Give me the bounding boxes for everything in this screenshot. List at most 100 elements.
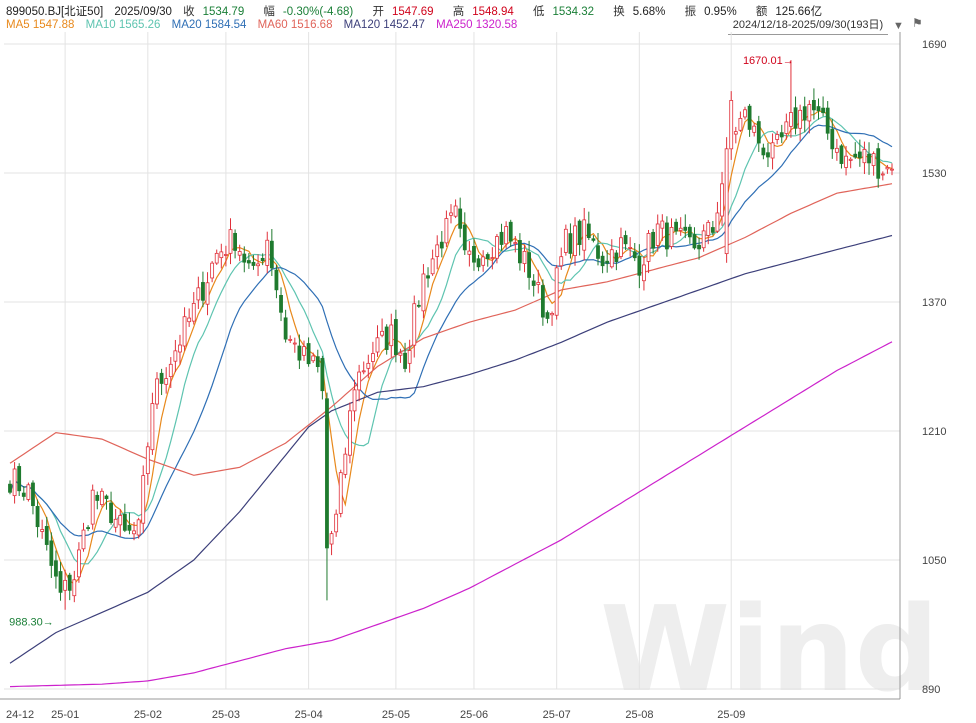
chevron-down-icon[interactable]: ▼ [893, 20, 904, 32]
candle-body [729, 100, 734, 150]
ma-line-ma5 [9, 110, 893, 585]
candle-body [499, 231, 504, 245]
candle-body [490, 257, 495, 260]
candle-body [210, 262, 215, 279]
close-value: 1534.79 [202, 6, 245, 18]
index-code: 899050.BJ[北证50] [6, 6, 104, 18]
x-tick-label: 25-04 [295, 709, 323, 721]
candle-body [720, 183, 724, 217]
candle-body [798, 109, 803, 129]
candle-body [816, 106, 821, 112]
candle-body [812, 100, 816, 111]
candle-body [706, 221, 711, 236]
candle-body [40, 529, 45, 532]
candle-body [789, 112, 793, 127]
candle-body [715, 212, 720, 232]
quote-header: 899050.BJ[北证50] 2025/09/30 收 1534.79 幅 -0.… [6, 3, 838, 19]
low-annotation: 988.30→ [9, 617, 54, 629]
candle-body [582, 219, 587, 251]
candle-body [412, 303, 417, 346]
quote-date: 2025/09/30 [114, 6, 172, 18]
candle-body [614, 252, 619, 262]
candle-body [674, 221, 678, 232]
candle-body [563, 228, 568, 253]
candle-body [164, 378, 169, 385]
candle-body [357, 371, 362, 391]
candle-body [228, 229, 233, 254]
candle-body [288, 338, 293, 341]
x-tick-label: 25-05 [382, 709, 410, 721]
candle-body [876, 148, 881, 179]
candle-body [890, 168, 894, 171]
candle-body [306, 343, 311, 365]
candle-body [885, 167, 890, 170]
wind-watermark: Wind [600, 580, 939, 718]
close-label: 收 [183, 6, 195, 18]
candle-body [389, 324, 394, 347]
candle-body [518, 240, 522, 264]
candle-body [348, 410, 352, 456]
candle-body [233, 232, 237, 251]
candle-body [724, 148, 729, 255]
candle-body [867, 153, 871, 164]
candle-body [600, 255, 605, 267]
candle-body [265, 239, 270, 266]
candle-body [834, 147, 839, 153]
candle-body [173, 350, 178, 362]
candle-body [81, 529, 86, 550]
candle-body [407, 350, 412, 364]
candle-body [839, 145, 844, 164]
candle-body [508, 221, 513, 242]
candle-body [109, 502, 113, 523]
candle-body [426, 275, 430, 279]
candle-body [403, 352, 407, 369]
candle-body [485, 254, 490, 260]
candle-body [77, 549, 81, 578]
candle-body [743, 109, 747, 118]
candle-body [21, 492, 26, 497]
ma-line-ma60 [9, 183, 893, 476]
high-annotation: 1670.01→ [743, 55, 794, 67]
candle-body [596, 245, 600, 259]
x-tick-label: 25-01 [51, 709, 79, 721]
candle-body [67, 574, 72, 591]
ma60-legend: MA60 1516.68 [257, 19, 333, 31]
candle-body [90, 489, 95, 525]
candle-body [651, 231, 656, 249]
candle-body [545, 312, 550, 319]
candle-body [182, 316, 187, 347]
candle-body [472, 245, 476, 263]
date-range-selector[interactable]: 2024/12/18-2025/09/30(193日) [728, 16, 888, 35]
candle-body [26, 484, 31, 500]
candle-body [513, 242, 518, 245]
candle-body [770, 142, 775, 159]
settings-flag-icon[interactable]: ⚑ [912, 16, 923, 30]
x-tick-label: 25-02 [134, 709, 162, 721]
candle-body [642, 264, 646, 282]
candle-body [214, 252, 219, 264]
candle-body [435, 244, 440, 257]
candle-body [665, 222, 669, 250]
candle-body [747, 105, 752, 130]
candle-body [568, 233, 573, 254]
candle-body [201, 282, 205, 301]
candle-body [292, 342, 297, 345]
candle-body [127, 524, 132, 531]
amplitude-label: 振 [684, 6, 697, 18]
ma-line-ma20 [9, 124, 893, 540]
candle-body [168, 363, 173, 378]
annotations: 1670.01→ 988.30→ [9, 55, 794, 629]
y-tick-label: 1370 [922, 297, 946, 309]
ma5-legend: MA5 1547.88 [6, 19, 75, 31]
candle-body [531, 280, 536, 286]
ma-legend: MA5 1547.88 MA10 1565.26 MA20 1584.54 MA… [6, 19, 525, 31]
candle-body [54, 560, 58, 577]
candle-body [752, 125, 757, 133]
candle-body [196, 287, 201, 301]
candle-body [393, 319, 398, 355]
candle-body [669, 226, 674, 247]
candle-body [17, 466, 22, 492]
candle-body [338, 472, 343, 514]
high-label: 高 [452, 6, 465, 18]
